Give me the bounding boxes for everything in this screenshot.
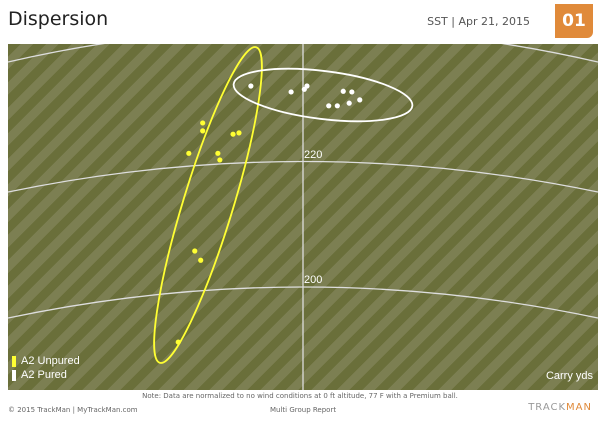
note: Note: Data are normalized to no wind con… (142, 392, 458, 400)
unpured-shot-point (230, 131, 236, 137)
legend-swatch (12, 369, 16, 381)
legend-label: A2 Unpured (21, 355, 80, 367)
unpured-shot-point (217, 157, 223, 163)
pured-ellipse (232, 67, 414, 123)
unpured-shot-point (192, 248, 198, 254)
pured-shot-point (357, 97, 363, 103)
legend-swatch (12, 355, 16, 367)
unpured-shot-point (215, 150, 221, 156)
pured-shot-point (346, 100, 352, 106)
copyright: © 2015 TrackMan | MyTrackMan.com (8, 406, 138, 414)
pured-shot-point (340, 88, 346, 94)
legend-item-pured: A2 Pured (12, 368, 80, 382)
unpured-ellipse (153, 46, 263, 364)
pured-shot-point (334, 103, 340, 109)
legend: A2 Unpured A2 Pured (12, 354, 80, 382)
pured-shot-point (326, 103, 332, 109)
unpured-shot-point (186, 150, 192, 156)
arc-top (8, 44, 598, 63)
pured-shot-point (288, 89, 294, 95)
page-title: Dispersion (8, 8, 109, 30)
tick-220: 220 (304, 149, 322, 161)
trackman-logo: TRACKMAN (528, 402, 592, 413)
pured-shot-point (304, 83, 310, 89)
unpured-shot-point (236, 130, 242, 136)
group-badge: 01 (555, 4, 593, 38)
legend-label: A2 Pured (21, 369, 67, 381)
dispersion-plot: 220 200 A2 Unpured A2 Pured Carry yds (8, 44, 598, 390)
axis-label: Carry yds (545, 370, 593, 382)
pured-shot-point (248, 83, 254, 89)
legend-item-unpured: A2 Unpured (12, 354, 80, 368)
unpured-shot-point (200, 128, 206, 134)
session-info: SST | Apr 21, 2015 (427, 15, 530, 28)
report-name: Multi Group Report (270, 406, 337, 414)
unpured-shot-point (198, 257, 204, 263)
dispersion-svg: 220 200 (8, 44, 598, 390)
pured-shot-point (349, 89, 355, 95)
unpured-shot-point (175, 339, 181, 345)
unpured-shot-point (200, 120, 206, 126)
tick-200: 200 (304, 274, 322, 286)
